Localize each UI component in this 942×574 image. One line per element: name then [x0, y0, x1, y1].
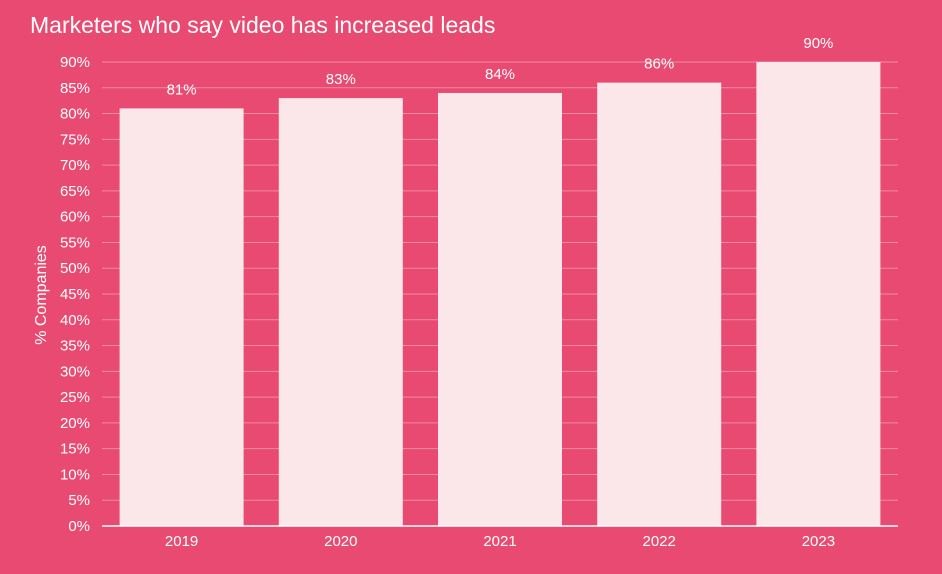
- y-tick-label: 65%: [60, 183, 90, 200]
- bar-2019: [119, 108, 244, 527]
- bars: [119, 62, 881, 527]
- y-tick-label: 35%: [60, 338, 90, 355]
- y-tick-label: 10%: [60, 466, 90, 483]
- value-label: 84%: [485, 66, 515, 83]
- bar-2021: [438, 92, 562, 526]
- y-tick-label: 60%: [60, 209, 90, 226]
- y-tick-label: 20%: [60, 415, 90, 432]
- y-tick-labels: 0% 5% 10% 15% 20% 25% 30% 35% 40% 45% 50% 55% 60% 65%…: [60, 54, 90, 535]
- y-tick-label: 55%: [60, 234, 90, 251]
- value-label: 81%: [167, 81, 197, 98]
- value-label: 86%: [644, 56, 674, 73]
- value-label: 90%: [803, 35, 833, 52]
- chart-title: Marketers who say video has increased le…: [30, 12, 496, 38]
- y-tick-label: 45%: [60, 286, 90, 303]
- y-tick-label: 90%: [60, 54, 90, 71]
- x-tick-label: 2021: [483, 533, 516, 550]
- value-label: 83%: [326, 71, 356, 88]
- y-tick-label: 0%: [68, 518, 90, 535]
- y-tick-label: 85%: [60, 80, 90, 97]
- bar-2022: [597, 82, 722, 526]
- value-labels: 81% 83% 84% 86% 90%: [167, 35, 834, 98]
- y-tick-label: 80%: [60, 106, 90, 123]
- x-tick-label: 2023: [802, 533, 835, 550]
- x-tick-label: 2020: [324, 533, 357, 550]
- y-tick-label: 30%: [60, 363, 90, 380]
- y-tick-label: 25%: [60, 389, 90, 406]
- y-tick-label: 40%: [60, 312, 90, 329]
- y-tick-label: 5%: [68, 492, 90, 509]
- x-tick-labels: 2019 2020 2021 2022 2023: [165, 533, 835, 550]
- x-tick-label: 2019: [165, 533, 198, 550]
- y-tick-label: 15%: [60, 441, 90, 458]
- bar-2020: [278, 98, 403, 526]
- y-tick-label: 70%: [60, 157, 90, 174]
- bar-2023: [756, 62, 881, 526]
- y-tick-label: 75%: [60, 131, 90, 148]
- y-tick-label: 50%: [60, 260, 90, 277]
- x-tick-label: 2022: [643, 533, 676, 550]
